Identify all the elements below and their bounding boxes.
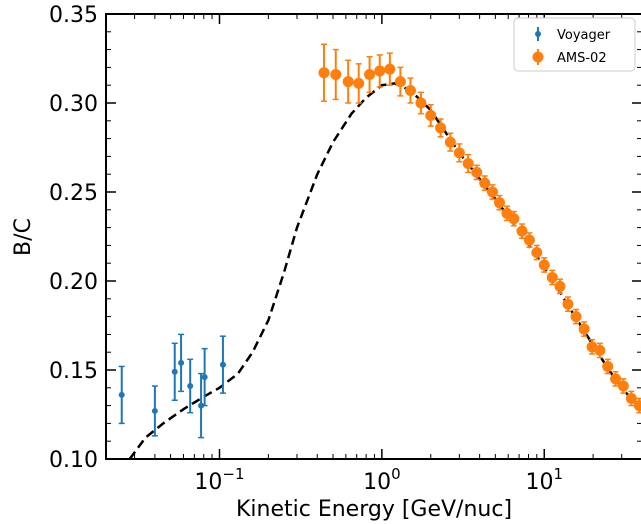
legend-label-voyager: Voyager: [557, 28, 611, 43]
voyager-point: [201, 374, 208, 381]
legend-marker-ams02: [532, 49, 544, 65]
ams02-point: [493, 197, 505, 209]
ams02-point: [508, 213, 520, 225]
voyager-point: [198, 402, 205, 409]
y-tick-label: 0.25: [49, 181, 98, 206]
ams02-series: [318, 43, 641, 414]
legend: Voyager AMS-02: [513, 17, 636, 72]
voyager-point: [171, 368, 178, 375]
voyager-series: [118, 333, 226, 439]
ams02-point: [523, 234, 535, 246]
y-tick-label: 0.15: [49, 359, 98, 384]
ams02-point: [462, 158, 474, 170]
voyager-point: [118, 391, 125, 398]
ams02-point: [353, 77, 365, 89]
ams02-point: [471, 166, 483, 178]
y-tick-label: 0.30: [49, 92, 98, 117]
ams02-point: [364, 69, 376, 81]
ams02-point: [538, 259, 550, 271]
ams02-point: [602, 360, 614, 372]
x-tick-label: 100: [363, 465, 401, 495]
ams02-point: [415, 97, 427, 109]
ams02-point: [633, 400, 641, 412]
ams02-point: [578, 323, 590, 335]
ams02-point: [610, 373, 622, 385]
legend-label-ams02: AMS-02: [557, 51, 607, 66]
ams02-point: [617, 380, 629, 392]
ams02-point: [453, 147, 465, 159]
ams02-point: [570, 311, 582, 323]
ams02-point: [384, 63, 396, 75]
ams02-point: [330, 69, 342, 81]
legend-box: [513, 17, 636, 72]
voyager-point: [178, 359, 185, 366]
legend-voyager-dot: [535, 31, 541, 37]
ams02-point: [425, 109, 437, 121]
x-tick-label: 101: [525, 465, 563, 495]
ams02-point: [486, 186, 498, 198]
ams02-point: [531, 247, 543, 259]
y-axis-label: B/C: [11, 218, 36, 256]
y-tick-labels: 0.10 0.15 0.20 0.25 0.30 0.35: [49, 3, 98, 473]
x-tick-label: 10−1: [194, 465, 244, 495]
ams02-point: [554, 280, 566, 292]
y-tick-label: 0.35: [49, 3, 98, 28]
plot-frame: [105, 13, 641, 460]
ams02-point: [394, 76, 406, 88]
ams02-point: [562, 298, 574, 310]
ams02-point: [374, 65, 386, 77]
voyager-point: [187, 383, 194, 390]
x-axis-label: Kinetic Energy [GeV/nuc]: [236, 497, 512, 522]
ams02-point: [318, 67, 330, 79]
legend-ams02-dot: [532, 51, 544, 63]
ams02-point: [594, 344, 606, 356]
plot-background: [106, 14, 641, 459]
ams02-point: [546, 271, 558, 283]
voyager-point: [151, 407, 158, 414]
ams02-point: [479, 177, 491, 189]
ams02-point: [516, 225, 528, 237]
legend-marker-voyager: [535, 27, 541, 41]
ams02-point: [435, 122, 447, 134]
x-tick-labels: 10−1 100 101: [194, 465, 563, 495]
ams02-point: [342, 76, 354, 88]
ams02-point: [625, 392, 637, 404]
ams02-point: [444, 136, 456, 148]
voyager-point: [219, 361, 226, 368]
y-tick-label: 0.10: [49, 448, 98, 473]
y-tick-label: 0.20: [49, 270, 98, 295]
ams02-point: [404, 85, 416, 97]
